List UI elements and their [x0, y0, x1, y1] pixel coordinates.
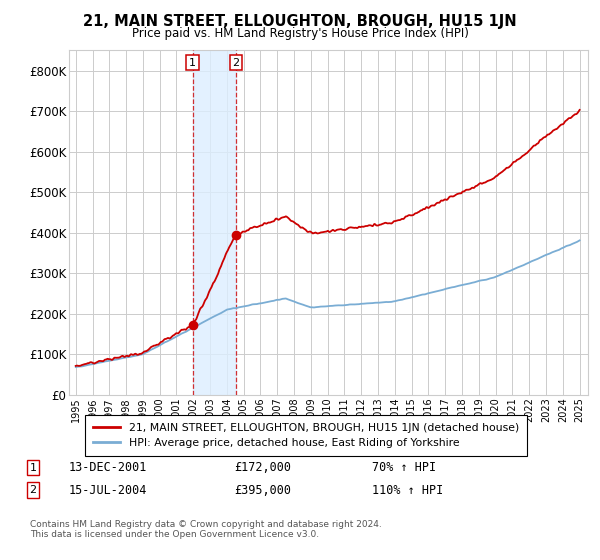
Legend: 21, MAIN STREET, ELLOUGHTON, BROUGH, HU15 1JN (detached house), HPI: Average pri: 21, MAIN STREET, ELLOUGHTON, BROUGH, HU1… — [85, 415, 527, 456]
Text: Contains HM Land Registry data © Crown copyright and database right 2024.
This d: Contains HM Land Registry data © Crown c… — [30, 520, 382, 539]
Text: 1: 1 — [29, 463, 37, 473]
Bar — [193, 50, 236, 395]
Text: £395,000: £395,000 — [234, 483, 291, 497]
Text: 15-JUL-2004: 15-JUL-2004 — [69, 483, 148, 497]
Text: 110% ↑ HPI: 110% ↑ HPI — [372, 483, 443, 497]
Text: 70% ↑ HPI: 70% ↑ HPI — [372, 461, 436, 474]
Text: 13-DEC-2001: 13-DEC-2001 — [69, 461, 148, 474]
Text: Price paid vs. HM Land Registry's House Price Index (HPI): Price paid vs. HM Land Registry's House … — [131, 27, 469, 40]
Text: 2: 2 — [29, 485, 37, 495]
Text: 2: 2 — [232, 58, 239, 68]
Text: £172,000: £172,000 — [234, 461, 291, 474]
Text: 21, MAIN STREET, ELLOUGHTON, BROUGH, HU15 1JN: 21, MAIN STREET, ELLOUGHTON, BROUGH, HU1… — [83, 14, 517, 29]
Text: 1: 1 — [189, 58, 196, 68]
